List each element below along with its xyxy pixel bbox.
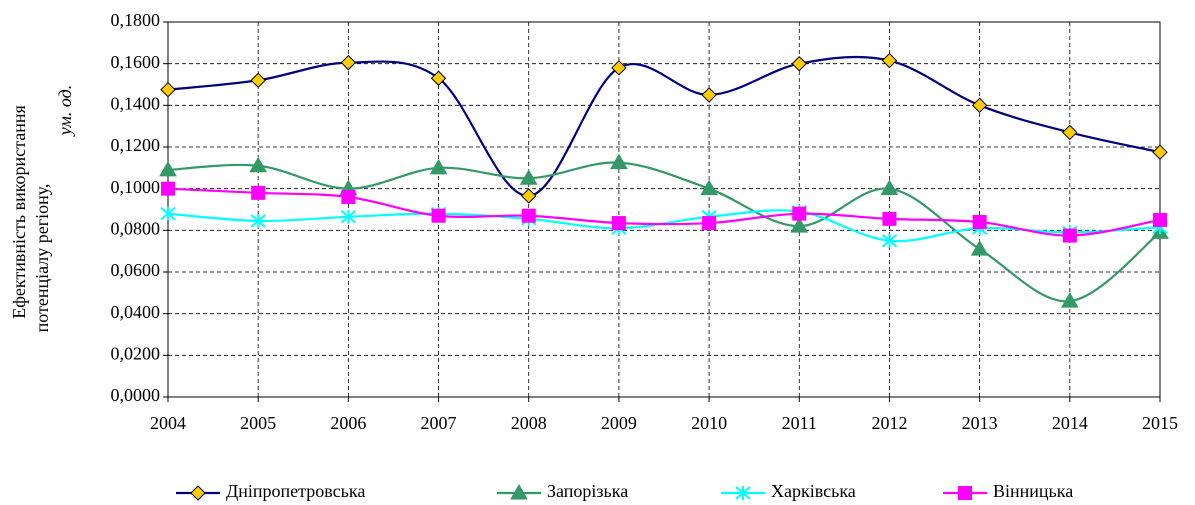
point [972,215,987,229]
x-tick-label: 2014 [1052,413,1088,433]
point [431,208,446,223]
y-tick-label: 0,1400 [111,93,161,113]
point [519,169,538,185]
point [159,160,177,177]
point [160,206,176,221]
y-tick-label: 0,0600 [111,260,161,280]
point [881,233,898,248]
point [610,153,628,170]
plot-border [167,21,1161,398]
x-tick-label: 2013 [962,413,998,433]
legend-label: Запорізька [547,481,628,501]
point [430,70,447,86]
series-line [167,161,1161,303]
point [1153,212,1167,227]
point [521,208,536,223]
point [250,213,266,228]
point [791,55,807,72]
point [1062,124,1078,141]
point [1060,292,1079,308]
point [429,158,448,175]
x-tick-label: 2009 [601,413,637,433]
point [611,60,627,76]
point [161,181,175,196]
point [1152,144,1168,160]
y-tick-label: 0,0400 [111,302,161,322]
x-tick-label: 2005 [240,413,276,433]
point [521,188,537,204]
y-tick-label: 0,0200 [111,343,161,363]
legend-marker [510,483,528,500]
point [340,209,357,224]
legend-label: Дніпропетровська [226,481,365,501]
x-tick-label: 2008 [511,413,547,433]
series-line [167,55,1161,198]
point [249,156,268,173]
point [882,211,897,226]
y-tick-label: 0,0000 [111,385,161,405]
point [341,190,356,204]
y-tick-label: 0,1600 [111,52,161,72]
point [790,217,809,233]
point [881,52,898,69]
series-line [167,209,1161,243]
point [970,240,989,256]
y-axis-unit: ум. од. [55,85,75,137]
point [250,72,266,89]
legend-label: Вінницька [993,481,1073,501]
y-tick-label: 0,0800 [111,218,161,238]
point [971,97,988,114]
x-tick-label: 2012 [871,413,907,433]
y-tick-label: 0,1200 [111,135,161,155]
legend-marker [958,486,972,500]
x-tick-label: 2007 [421,413,457,433]
y-tick-label: 0,1800 [111,10,161,30]
point [702,216,717,231]
point [700,179,718,196]
point [701,87,717,103]
x-tick-label: 2010 [691,413,727,433]
x-tick-label: 2006 [330,413,366,433]
point [792,206,807,221]
y-axis-label: потенціалу регіону, [32,184,52,333]
point [160,82,176,98]
legend-marker [735,486,751,500]
y-axis-label: Ефективність використання [9,105,29,319]
point [1062,228,1077,243]
legend-label: Харківська [771,481,856,501]
point [340,54,357,71]
point [611,216,626,231]
y-tick-label: 0,1000 [111,177,161,197]
x-tick-label: 2015 [1142,413,1178,433]
x-tick-label: 2004 [150,413,186,433]
point [251,185,266,200]
series-line [167,187,1161,237]
point [880,179,899,196]
x-tick-label: 2011 [782,413,817,433]
legend-marker [190,485,206,501]
